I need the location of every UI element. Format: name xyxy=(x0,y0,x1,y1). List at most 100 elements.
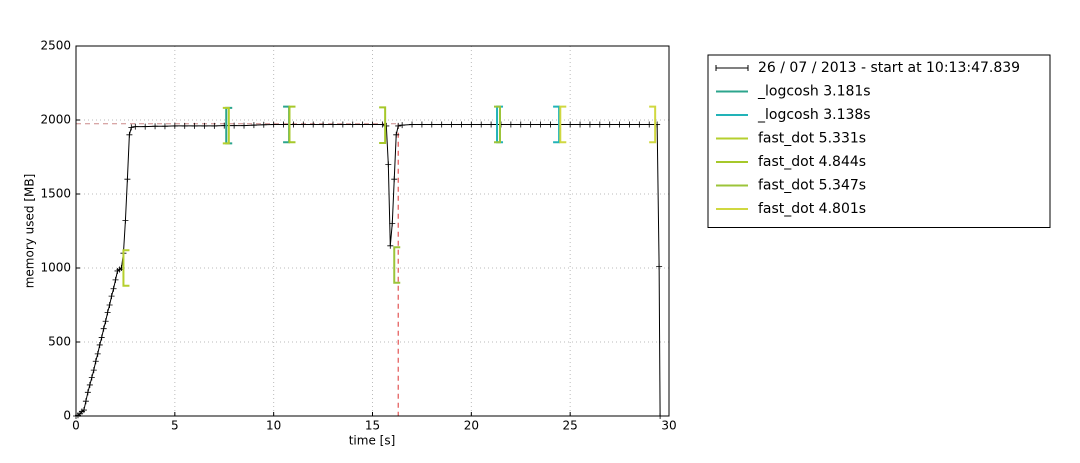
point-marker xyxy=(320,121,327,128)
function-end-bracket xyxy=(649,105,657,144)
function-end-bracket xyxy=(379,106,387,144)
point-marker xyxy=(656,263,663,270)
x-tick-label: 20 xyxy=(464,419,479,433)
point-marker xyxy=(577,121,584,128)
point-marker xyxy=(606,121,613,128)
point-marker xyxy=(260,121,267,128)
point-marker xyxy=(280,121,287,128)
y-tick-label: 500 xyxy=(48,335,71,349)
x-tick-label: 15 xyxy=(365,419,380,433)
point-marker xyxy=(98,334,105,341)
legend-label: _logcosh 3.138s xyxy=(757,107,871,123)
x-tick-label: 5 xyxy=(171,419,179,433)
function-start-bracket xyxy=(122,249,130,287)
point-marker xyxy=(181,122,188,129)
point-marker xyxy=(86,381,93,388)
function-start-bracket xyxy=(393,246,401,284)
point-marker xyxy=(211,122,218,129)
point-marker xyxy=(359,121,366,128)
point-marker xyxy=(108,293,115,300)
point-marker xyxy=(310,121,317,128)
point-marker xyxy=(106,302,113,308)
point-marker xyxy=(527,121,534,128)
function-start-bracket xyxy=(288,105,296,144)
point-marker xyxy=(409,121,416,128)
point-marker xyxy=(339,121,346,128)
point-marker xyxy=(488,121,495,128)
point-marker xyxy=(636,121,643,128)
point-marker xyxy=(124,176,131,183)
point-marker xyxy=(126,131,133,138)
point-marker xyxy=(84,389,91,396)
point-marker xyxy=(100,325,107,332)
point-marker xyxy=(448,121,455,128)
point-marker xyxy=(201,122,208,129)
point-marker xyxy=(428,121,435,128)
x-tick-label: 30 xyxy=(661,419,676,433)
point-marker xyxy=(517,121,524,128)
point-marker xyxy=(547,121,554,128)
plot-frame xyxy=(75,45,670,417)
point-marker xyxy=(478,121,485,128)
point-marker xyxy=(128,124,135,131)
point-marker xyxy=(468,121,475,128)
point-marker xyxy=(438,121,445,128)
x-axis-label: time [s] xyxy=(349,434,396,448)
point-marker xyxy=(92,358,99,365)
point-marker xyxy=(349,121,356,128)
point-marker xyxy=(90,367,97,374)
point-marker xyxy=(142,123,149,130)
point-marker xyxy=(369,121,376,128)
point-marker xyxy=(250,122,257,129)
point-marker xyxy=(122,217,129,224)
point-marker xyxy=(161,123,168,130)
point-marker xyxy=(132,123,139,130)
point-marker xyxy=(94,350,101,357)
legend-box xyxy=(707,54,1051,228)
y-axis-label: memory used [MB] xyxy=(23,174,37,289)
point-marker xyxy=(537,121,544,128)
x-tick-label: 10 xyxy=(266,419,281,433)
function-end-bracket xyxy=(493,105,501,144)
legend-label: 26 / 07 / 2013 - start at 10:13:47.839 xyxy=(758,60,1020,76)
y-tick-label: 2500 xyxy=(40,39,71,53)
legend-label: fast_dot 5.347s xyxy=(758,178,866,194)
point-marker xyxy=(586,121,593,128)
point-marker xyxy=(270,121,277,128)
point-marker xyxy=(458,121,465,128)
point-marker xyxy=(616,121,623,128)
point-marker xyxy=(507,121,514,128)
x-tick-label: 0 xyxy=(72,419,80,433)
function-end-bracket xyxy=(222,106,230,145)
point-marker xyxy=(300,121,307,128)
point-marker xyxy=(329,121,336,128)
point-marker xyxy=(171,122,178,129)
point-marker xyxy=(102,318,109,325)
point-marker xyxy=(290,121,297,128)
point-marker xyxy=(626,121,633,128)
legend-label: fast_dot 5.331s xyxy=(758,131,866,147)
point-marker xyxy=(96,341,103,348)
point-marker xyxy=(231,122,238,129)
point-marker xyxy=(567,121,574,128)
point-marker xyxy=(191,122,198,129)
function-end-bracket xyxy=(553,105,561,144)
point-marker xyxy=(646,121,653,128)
point-marker xyxy=(152,123,159,130)
y-tick-label: 1500 xyxy=(40,187,71,201)
point-marker xyxy=(241,122,248,129)
y-tick-label: 0 xyxy=(63,409,71,423)
point-marker xyxy=(112,276,119,283)
point-marker xyxy=(88,374,95,381)
x-tick-label: 25 xyxy=(563,419,578,433)
point-marker xyxy=(104,309,111,316)
point-marker xyxy=(387,242,394,249)
memory-line xyxy=(75,123,661,417)
y-tick-label: 2000 xyxy=(40,113,71,127)
point-marker xyxy=(80,407,87,414)
y-tick-label: 1000 xyxy=(40,261,71,275)
point-marker xyxy=(418,121,425,128)
function-start-bracket xyxy=(559,105,567,144)
legend-label: fast_dot 4.844s xyxy=(758,154,866,170)
